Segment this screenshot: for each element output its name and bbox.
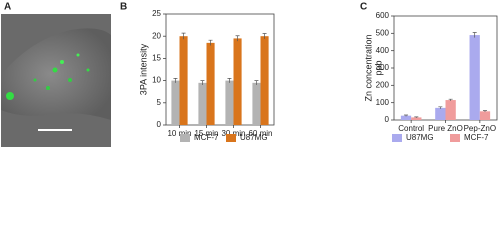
y-axis-label: Zn concentration [363, 34, 373, 101]
x-tick-label: 10 min [167, 129, 191, 138]
y-tick-label: 200 [376, 80, 390, 89]
bar [233, 38, 242, 125]
error-bar [482, 110, 487, 113]
bar [469, 35, 480, 120]
bar [260, 36, 269, 126]
bar [400, 115, 412, 120]
y-tick-label: 25 [152, 9, 161, 18]
bar [411, 117, 422, 120]
bar [225, 80, 234, 125]
error-bar [208, 39, 213, 46]
panel-label: A [4, 2, 11, 13]
error-bar [404, 114, 409, 117]
error-bar [173, 78, 178, 83]
y-tick-label: 400 [376, 46, 390, 55]
y-tick-label: 100 [376, 98, 390, 107]
error-bar [200, 80, 205, 86]
y-tick-label: 20 [152, 31, 161, 40]
bar [252, 82, 261, 125]
error-bar [181, 32, 186, 40]
error-bar [235, 35, 240, 42]
x-tick-label: Control [398, 124, 424, 133]
x-tick-label: Pure ZnO [428, 124, 463, 133]
bar [206, 42, 215, 125]
legend-swatch [226, 134, 236, 142]
bar [435, 107, 446, 120]
x-tick-label: 30 min [221, 129, 245, 138]
y-tick-label: 10 [152, 76, 161, 85]
y-tick-label: 0 [385, 115, 390, 124]
x-tick-label: 60 min [248, 129, 272, 138]
error-bar [472, 32, 477, 38]
bar [171, 80, 180, 125]
x-tick-label: 15 min [194, 129, 218, 138]
error-bar [227, 78, 232, 83]
legend-label: MCF-7 [464, 133, 489, 142]
error-bar [414, 116, 419, 118]
legend-label: U87MG [406, 133, 434, 142]
y-tick-label: 300 [376, 63, 390, 72]
plot-frame [165, 13, 275, 126]
y-tick-label: 0 [157, 120, 162, 129]
bar [445, 100, 456, 120]
legend-swatch [180, 134, 190, 142]
error-bar [438, 106, 443, 109]
micrograph [1, 14, 111, 147]
y-axis-label: 3PA intensity [138, 43, 148, 95]
y-tick-label: 15 [152, 54, 161, 63]
panel-label: B [120, 2, 127, 13]
y-axis-label: ppb [373, 60, 383, 75]
y-tick-label: 600 [376, 11, 390, 20]
error-bar [262, 33, 267, 39]
bar [198, 82, 207, 125]
legend-swatch [450, 134, 460, 142]
y-tick-label: 500 [376, 28, 390, 37]
panel-label: C [360, 2, 367, 13]
legend-swatch [392, 134, 402, 142]
error-bar [254, 80, 259, 86]
y-tick-label: 5 [157, 98, 162, 107]
legend-label: U87MG [240, 133, 268, 142]
bar [179, 36, 188, 126]
x-tick-label: Pep-ZnO [464, 124, 496, 133]
error-bar [448, 98, 453, 101]
bar [479, 111, 491, 120]
legend-label: MCF-7 [194, 133, 219, 142]
